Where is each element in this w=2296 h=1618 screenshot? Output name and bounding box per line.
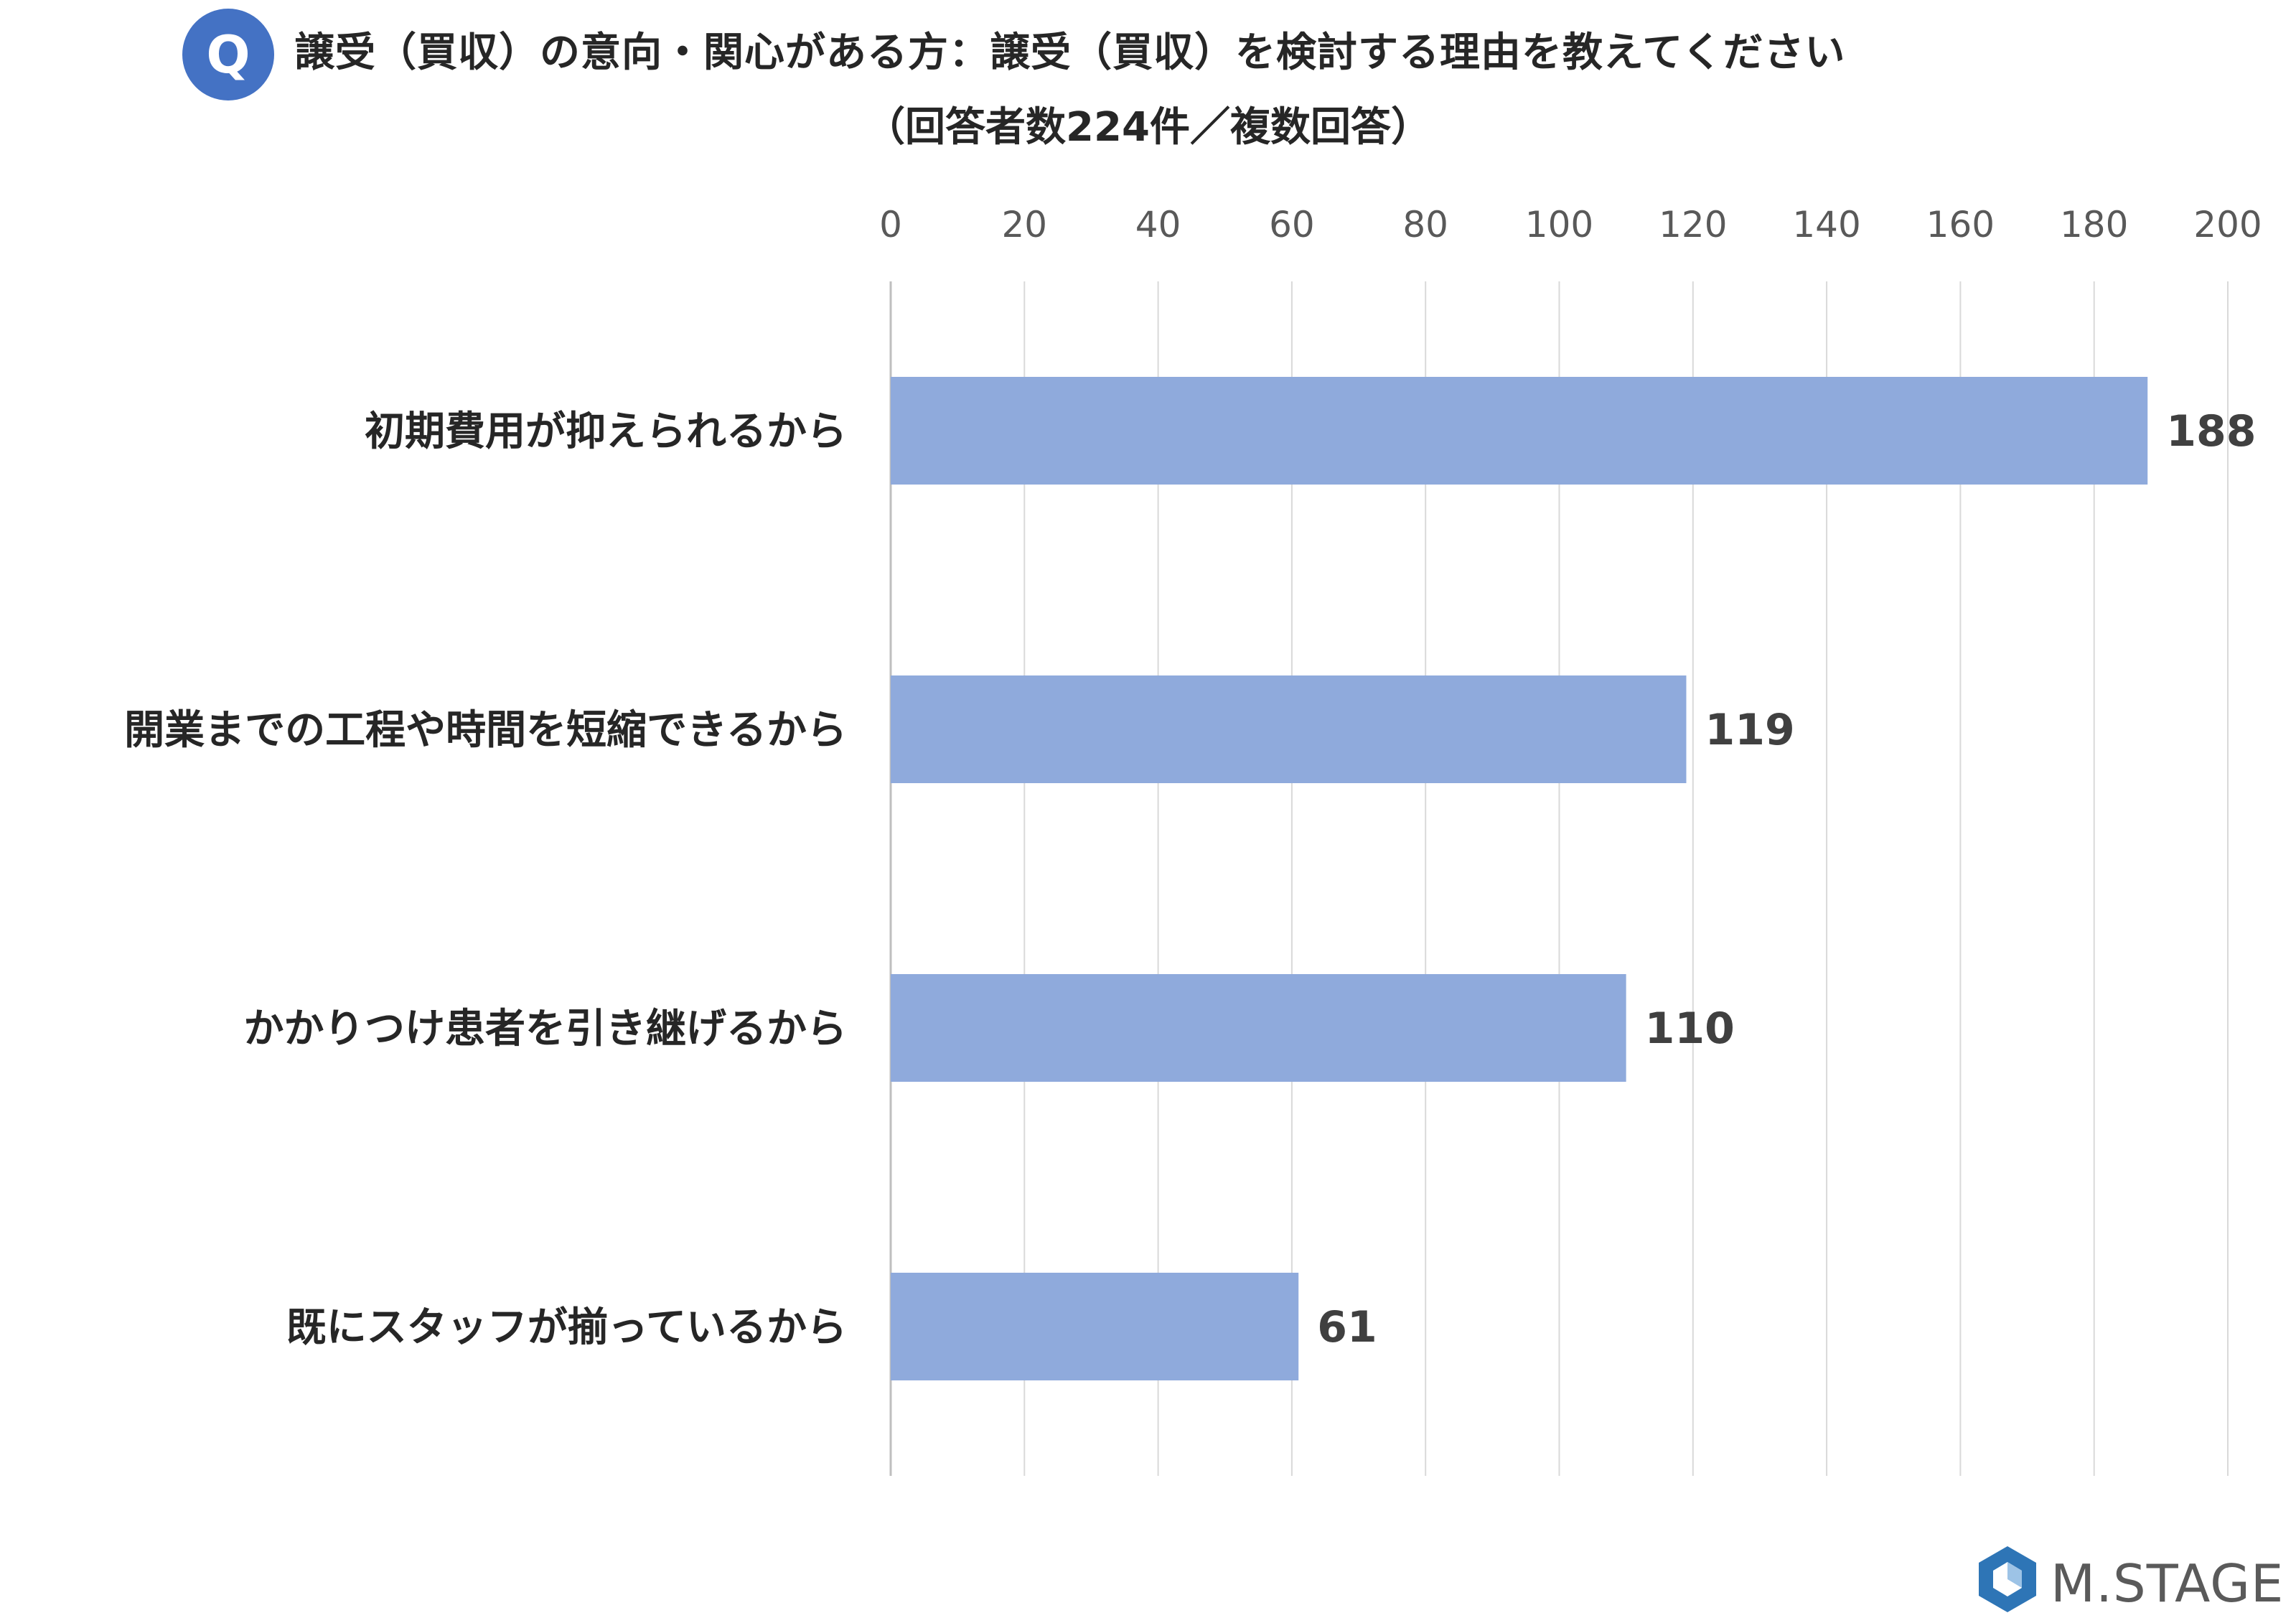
bar	[891, 1273, 1299, 1380]
logo-text: M.STAGE	[2051, 1553, 2285, 1614]
x-tick-label: 120	[1659, 204, 1727, 245]
category-label: 既にスタッフが揃っているから	[286, 1304, 847, 1351]
x-tick-label: 60	[1269, 204, 1315, 245]
chart-subtitle: （回答者数224件／複数回答）	[865, 104, 1431, 151]
category-labels: 初期費用が抑えられるから開業までの工程や時間を短縮できるからかかりつけ患者を引き…	[124, 408, 847, 1351]
x-tick-label: 80	[1402, 204, 1448, 245]
x-axis-ticks: 0 20 40 60 80 100 120 140 160 180 200	[879, 204, 2262, 245]
chart-header: Q 譲受（買収）の意向・関心がある方：譲受（買収）を検討する理由を教えてください…	[0, 0, 2296, 165]
chart-title: 譲受（買収）の意向・関心がある方：譲受（買収）を検討する理由を教えてください	[294, 29, 1846, 76]
x-tick-label: 140	[1792, 204, 1860, 245]
mstage-logo: M.STAGE	[1970, 1543, 2296, 1615]
value-label: 61	[1317, 1302, 1377, 1352]
x-tick-label: 100	[1525, 204, 1593, 245]
category-label: 初期費用が抑えられるから	[365, 408, 847, 455]
category-label: かかりつけ患者を引き継げるから	[243, 1006, 847, 1052]
bar	[891, 675, 1687, 783]
bars	[891, 377, 2148, 1380]
value-label: 188	[2166, 406, 2256, 457]
hexagon-logo-icon	[1979, 1546, 2036, 1612]
bar	[891, 377, 2148, 485]
x-tick-label: 20	[1001, 204, 1047, 245]
value-label: 110	[1645, 1004, 1735, 1054]
question-badge: Q	[182, 9, 274, 100]
x-tick-label: 160	[1926, 204, 1995, 245]
x-tick-label: 180	[2060, 204, 2128, 245]
x-tick-label: 200	[2193, 204, 2262, 245]
value-labels: 188 119 110 61	[1317, 406, 2256, 1352]
x-tick-label: 40	[1135, 204, 1181, 245]
bar	[891, 974, 1626, 1082]
x-tick-label: 0	[879, 204, 902, 245]
category-label: 開業までの工程や時間を短縮できるから	[124, 707, 847, 754]
value-label: 119	[1705, 705, 1794, 755]
